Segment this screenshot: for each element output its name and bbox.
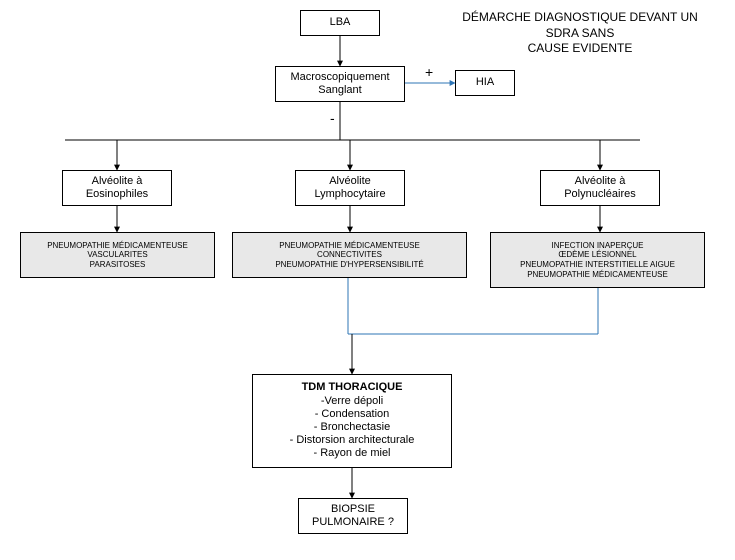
tdm-l4: - Distorsion architecturale [290,434,415,447]
right-box-l3: PNEUMOPATHIE INTERSTITIELLE AIGUE [520,260,675,270]
alv-pn-l1: Alvéolite à [575,175,626,188]
alv-lym-l1: Alvéolite [329,175,371,188]
alv-eos-l1: Alvéolite à [92,175,143,188]
macro-l1: Macroscopiquement [290,71,389,84]
node-tdm: TDM THORACIQUE -Verre dépoli - Condensat… [252,374,452,468]
plus-label: + [425,64,433,80]
node-lba: LBA [300,10,380,36]
right-box-l2: ŒDÈME LÉSIONNEL [558,250,636,260]
alv-lym-l2: Lymphocytaire [314,188,385,201]
tdm-l1: -Verre dépoli [321,395,383,408]
macro-l2: Sanglant [318,84,361,97]
biopsie-l1: BIOPSIE [331,503,375,516]
node-mid-box: PNEUMOPATHIE MÉDICAMENTEUSE CONNECTIVITE… [232,232,467,278]
node-biopsie: BIOPSIE PULMONAIRE ? [298,498,408,534]
mid-box-l3: PNEUMOPATHIE D'HYPERSENSIBILITÉ [275,260,423,270]
left-box-l1: PNEUMOPATHIE MÉDICAMENTEUSE [47,241,188,251]
title-line2: CAUSE EVIDENTE [528,41,633,55]
node-right-box: INFECTION INAPERÇUE ŒDÈME LÉSIONNEL PNEU… [490,232,705,288]
biopsie-l2: PULMONAIRE ? [312,516,394,529]
alv-pn-l2: Polynucléaires [564,188,636,201]
tdm-l2: - Condensation [315,408,390,421]
node-alv-eos: Alvéolite à Eosinophiles [62,170,172,206]
diagram-title: DÉMARCHE DIAGNOSTIQUE DEVANT UN SDRA SAN… [450,10,710,57]
left-box-l2: VASCULARITES [87,250,147,260]
title-line1: DÉMARCHE DIAGNOSTIQUE DEVANT UN SDRA SAN… [462,10,698,40]
right-box-l4: PNEUMOPATHIE MÉDICAMENTEUSE [527,270,668,280]
node-left-box: PNEUMOPATHIE MÉDICAMENTEUSE VASCULARITES… [20,232,215,278]
node-hia: HIA [455,70,515,96]
left-box-l3: PARASITOSES [90,260,146,270]
mid-box-l2: CONNECTIVITES [317,250,382,260]
tdm-title: TDM THORACIQUE [302,381,403,394]
alv-eos-l2: Eosinophiles [86,188,148,201]
tdm-l3: - Bronchectasie [314,421,390,434]
right-box-l1: INFECTION INAPERÇUE [551,241,643,251]
node-alv-pn: Alvéolite à Polynucléaires [540,170,660,206]
mid-box-l1: PNEUMOPATHIE MÉDICAMENTEUSE [279,241,420,251]
hia-label: HIA [476,76,494,89]
tdm-l5: - Rayon de miel [313,447,390,460]
node-macro: Macroscopiquement Sanglant [275,66,405,102]
lba-label: LBA [330,16,351,29]
node-alv-lym: Alvéolite Lymphocytaire [295,170,405,206]
minus-label: - [330,110,335,126]
